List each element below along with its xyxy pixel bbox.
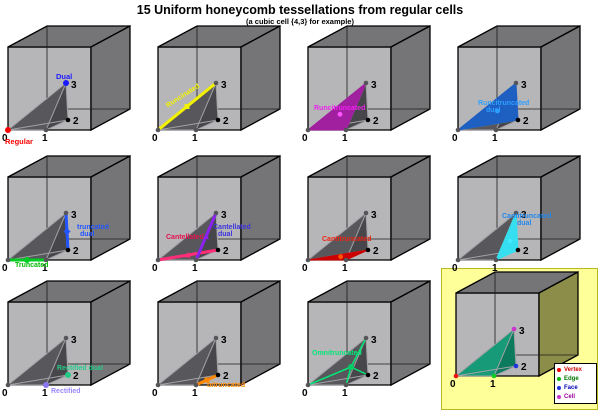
point-label-0: 0 bbox=[302, 388, 308, 399]
point-label-1: 1 bbox=[42, 388, 48, 399]
point-label-2: 2 bbox=[223, 246, 229, 257]
cell-dot-icon bbox=[557, 395, 561, 400]
point-label-3: 3 bbox=[221, 335, 227, 346]
point-label-0: 0 bbox=[302, 133, 308, 144]
point-label-0: 0 bbox=[152, 263, 158, 274]
cube-diagram-bitruncated: 0 1 2 3 bbox=[152, 279, 281, 399]
point-label-2: 2 bbox=[373, 116, 379, 127]
point-label-2: 2 bbox=[73, 116, 79, 127]
point-label-2: 2 bbox=[373, 371, 379, 382]
point-label-3: 3 bbox=[71, 335, 77, 346]
label-runcitruncated: Runcitruncated bbox=[314, 105, 366, 112]
point-label-0: 0 bbox=[452, 263, 458, 274]
point-label-1: 1 bbox=[192, 263, 198, 274]
point-label-0: 0 bbox=[152, 388, 158, 399]
label-omnitruncated: Omnitruncated bbox=[312, 350, 362, 357]
point-label-1: 1 bbox=[342, 388, 348, 399]
point-label-3: 3 bbox=[221, 80, 227, 91]
label-rectified: Rectified bbox=[51, 388, 81, 395]
point-label-1: 1 bbox=[192, 388, 198, 399]
cube-diagram-example: 0 1 2 3 bbox=[450, 270, 579, 390]
label-dual: Dual bbox=[56, 72, 73, 81]
point-label-3: 3 bbox=[371, 210, 377, 221]
point-label-3: 3 bbox=[371, 335, 377, 346]
legend-item-cell: Cell bbox=[557, 394, 594, 400]
legend-item-vertex: Vertex bbox=[557, 367, 594, 373]
point-label-2: 2 bbox=[223, 371, 229, 382]
point-label-3: 3 bbox=[71, 210, 77, 221]
point-label-3: 3 bbox=[519, 326, 525, 337]
point-label-2: 2 bbox=[223, 116, 229, 127]
point-label-1: 1 bbox=[192, 133, 198, 144]
point-label-1: 1 bbox=[42, 133, 48, 144]
label-cantellated: Cantellated bbox=[166, 234, 204, 241]
legend-item-edge: Edge bbox=[557, 376, 594, 382]
legend-label-vertex: Vertex bbox=[564, 366, 583, 373]
label-cantitruncated: Cantitruncated bbox=[322, 236, 372, 243]
point-label-0: 0 bbox=[152, 133, 158, 144]
label-runcitruncated-dual-line2: dual bbox=[486, 107, 501, 114]
point-label-1: 1 bbox=[492, 133, 498, 144]
point-label-1: 1 bbox=[490, 379, 496, 390]
label-rectified-dual: Rectified dual bbox=[57, 365, 103, 372]
cube-diagram-truncated: 0 1 2 3 bbox=[2, 154, 131, 274]
point-label-2: 2 bbox=[73, 371, 79, 382]
label-regular: Regular bbox=[5, 137, 33, 146]
edge-dot-icon bbox=[557, 376, 561, 381]
point-label-1: 1 bbox=[342, 263, 348, 274]
cube-diagram-cantellated: 0 1 2 3 bbox=[152, 154, 281, 274]
point-label-0: 0 bbox=[2, 263, 8, 274]
page-title: 15 Uniform honeycomb tessellations from … bbox=[136, 3, 464, 17]
point-label-2: 2 bbox=[73, 246, 79, 257]
point-label-0: 0 bbox=[2, 133, 8, 144]
cube-diagram-runcitruncated-dual: 0 1 2 3 bbox=[452, 24, 581, 144]
label-truncated: Truncated bbox=[15, 262, 49, 269]
label-runcitruncated-dual-line1: Runcitruncated bbox=[478, 100, 530, 107]
label-cantellated-dual-line1: Cantellated bbox=[213, 224, 251, 231]
point-label-0: 0 bbox=[450, 379, 456, 390]
point-label-3: 3 bbox=[371, 80, 377, 91]
point-label-2: 2 bbox=[521, 362, 527, 373]
point-label-2: 2 bbox=[523, 246, 529, 257]
point-label-1: 1 bbox=[492, 263, 498, 274]
cube-diagram-omnitruncated: 0 1 2 3 bbox=[302, 279, 431, 399]
label-cantitruncated-dual-line1: Cantitruncated bbox=[502, 213, 552, 220]
point-label-1: 1 bbox=[42, 263, 48, 274]
point-label-0: 0 bbox=[452, 133, 458, 144]
label-truncated-dual-line1: truncated bbox=[77, 224, 109, 231]
label-cantitruncated-dual-line2: dual bbox=[517, 220, 532, 227]
cube-diagram-rectified: 0 1 2 3 bbox=[2, 279, 131, 399]
point-label-3: 3 bbox=[221, 210, 227, 221]
label-bitruncated: bitruncated bbox=[207, 382, 246, 389]
cube-diagram-runcitruncated: 0 1 2 3 bbox=[302, 24, 431, 144]
point-label-2: 2 bbox=[523, 116, 529, 127]
cube-diagram-regular-dual: 0 1 2 3 bbox=[2, 24, 131, 144]
point-label-2: 2 bbox=[373, 246, 379, 257]
label-cantellated-dual-line2: dual bbox=[218, 231, 233, 238]
page-subtitle: (a cubic cell {4,3} for example) bbox=[246, 17, 354, 26]
cube-diagram-cantitruncated-dual: 0 1 2 3 bbox=[452, 154, 581, 274]
point-label-1: 1 bbox=[342, 133, 348, 144]
legend-label-face: Face bbox=[564, 385, 578, 392]
point-label-3: 3 bbox=[521, 210, 527, 221]
legend-label-edge: Edge bbox=[564, 375, 579, 382]
point-label-0: 0 bbox=[302, 263, 308, 274]
cube-diagram-cantitruncated: 0 1 2 3 bbox=[302, 154, 431, 274]
face-dot-icon bbox=[557, 386, 561, 391]
legend-item-face: Face bbox=[557, 385, 594, 391]
legend-label-cell: Cell bbox=[564, 394, 576, 401]
point-label-3: 3 bbox=[521, 80, 527, 91]
cube-diagram-runcinated: 0 1 2 3 bbox=[152, 24, 281, 144]
vertex-dot-icon bbox=[557, 367, 561, 372]
point-label-0: 0 bbox=[2, 388, 8, 399]
label-truncated-dual-line2: dual bbox=[80, 231, 95, 238]
legend: Vertex Edge Face Cell bbox=[554, 363, 597, 404]
point-label-3: 3 bbox=[71, 80, 77, 91]
